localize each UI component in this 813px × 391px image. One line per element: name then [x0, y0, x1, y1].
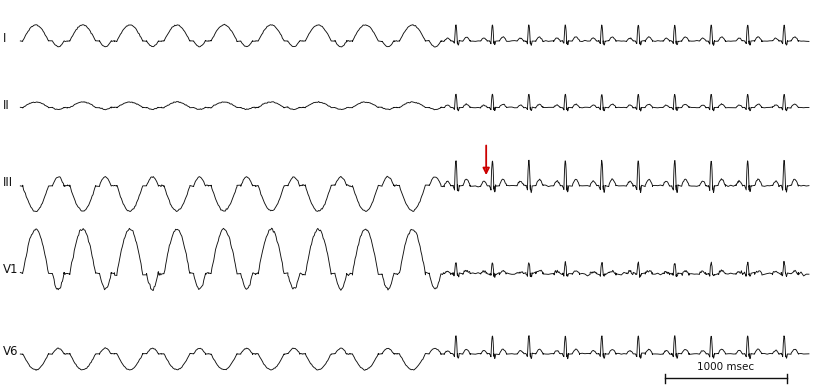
Text: 1000 msec: 1000 msec [698, 362, 754, 372]
Text: II: II [3, 99, 10, 113]
Text: I: I [3, 32, 7, 45]
Text: V1: V1 [3, 264, 19, 276]
Text: III: III [3, 176, 13, 189]
Text: V6: V6 [3, 345, 19, 358]
